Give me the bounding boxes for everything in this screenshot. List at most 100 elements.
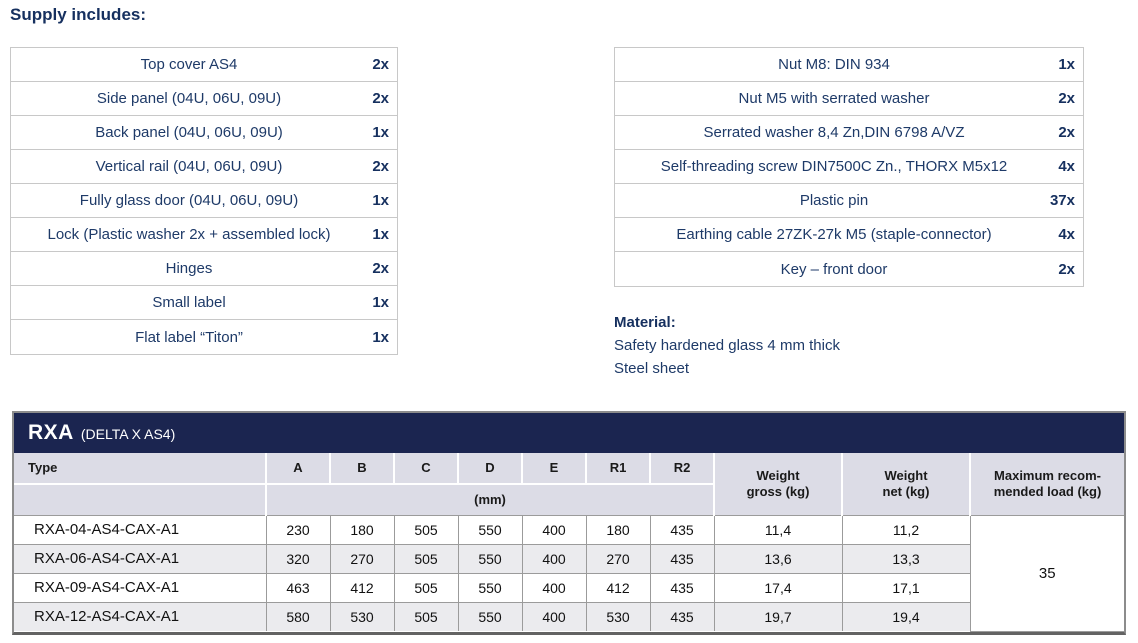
spec-cell-dim: 230 — [265, 514, 331, 545]
spec-cell-weight-net: 13,3 — [841, 543, 970, 574]
spec-header-type: Type — [14, 453, 267, 485]
supply-table-left: Top cover AS4 2x Side panel (04U, 06U, 09U… — [10, 47, 398, 355]
supply-item-qty: 1x — [372, 328, 389, 346]
spec-cell-dim: 400 — [521, 601, 587, 631]
supply-item-qty: 4x — [1058, 158, 1075, 175]
supply-row: Plastic pin 37x — [615, 184, 1083, 218]
spec-cell-dim: 270 — [329, 543, 395, 574]
supply-row: Key – front door 2x — [615, 252, 1083, 286]
supply-row: Flat label “Titon” 1x — [11, 320, 397, 354]
spec-cell-weight-net: 11,2 — [841, 514, 971, 545]
supply-item-label: Hinges — [165, 260, 213, 277]
spec-cell-type: RXA-06-AS4-CAX-A1 — [14, 543, 267, 574]
supply-row: Earthing cable 27ZK-27k M5 (staple-conne… — [615, 218, 1083, 252]
spec-cell-dim: 505 — [393, 543, 459, 574]
material-line: Safety hardened glass 4 mm thick — [614, 337, 840, 354]
spec-header-dim: B — [329, 453, 395, 485]
supply-row: Side panel (04U, 06U, 09U) 2x — [11, 82, 397, 116]
supply-item-label: Self-threading screw DIN7500C Zn., THORX… — [660, 158, 1008, 175]
spec-table-subtitle: (DELTA X AS4) — [80, 426, 176, 442]
supply-item-qty: 4x — [1058, 226, 1075, 243]
supply-row: Lock (Plastic washer 2x + assembled lock… — [11, 218, 397, 252]
spec-cell-dim: 530 — [329, 601, 395, 631]
spec-header-max-load: Maximum recom-mended load (kg) — [969, 453, 1124, 516]
material-lines: Safety hardened glass 4 mm thick Steel sh… — [614, 334, 840, 380]
supply-item-label: Side panel (04U, 06U, 09U) — [96, 90, 282, 107]
spec-row: RXA-09-AS4-CAX-A1 463 412 505 550 400 412 435 17… — [14, 572, 1124, 603]
supply-item-label: Nut M5 with serrated washer — [738, 90, 930, 107]
spec-cell-dim: 180 — [585, 514, 651, 545]
supply-row: Top cover AS4 2x — [11, 48, 397, 82]
spec-cell-weight-net: 17,1 — [841, 572, 970, 603]
supply-item-label: Back panel (04U, 06U, 09U) — [95, 124, 283, 141]
spec-cell-dim: 180 — [329, 514, 395, 545]
spec-cell-dim: 412 — [585, 572, 651, 603]
spec-cell-dim: 550 — [457, 572, 523, 603]
supply-row: Hinges 2x — [11, 252, 397, 286]
supply-item-qty: 1x — [1058, 56, 1075, 73]
supply-item-qty: 2x — [372, 260, 389, 277]
supply-row: Self-threading screw DIN7500C Zn., THORX… — [615, 150, 1083, 184]
supply-item-label: Fully glass door (04U, 06U, 09U) — [79, 192, 299, 209]
spec-header-dim: A — [265, 453, 331, 485]
supply-item-qty: 1x — [372, 192, 389, 209]
spec-header-row-2: (mm) — [14, 483, 1124, 516]
supply-item-qty: 2x — [1058, 90, 1075, 107]
spec-cell-max-load: 35 — [969, 514, 1124, 632]
supply-row: Serrated washer 8,4 Zn,DIN 6798 A/VZ 2x — [615, 116, 1083, 150]
spec-cell-dim: 400 — [521, 572, 587, 603]
supply-item-label: Earthing cable 27ZK-27k M5 (staple-conne… — [676, 226, 992, 243]
spec-cell-dim: 435 — [649, 543, 715, 574]
supply-item-label: Nut M8: DIN 934 — [778, 56, 890, 73]
spec-header-dim: D — [457, 453, 523, 485]
spec-header-dim: E — [521, 453, 587, 485]
supply-item-label: Flat label “Titon” — [135, 328, 243, 346]
supply-item-qty: 37x — [1049, 192, 1075, 209]
supply-item-qty: 2x — [1058, 260, 1075, 278]
supply-item-label: Plastic pin — [799, 192, 869, 209]
spec-cell-dim: 435 — [649, 601, 715, 631]
spec-cell-dim: 550 — [457, 543, 523, 574]
spec-cell-dim: 435 — [649, 572, 715, 603]
spec-header-weight-gross: Weight gross (kg) — [713, 453, 843, 516]
supply-row: Nut M8: DIN 934 1x — [615, 48, 1083, 82]
spec-header-empty — [14, 483, 267, 516]
supply-item-qty: 1x — [372, 294, 389, 311]
spec-table-container: RXA (DELTA X AS4) Type A B C D E R1 R2 Weight gro… — [12, 411, 1126, 635]
spec-header-row-1: Type A B C D E R1 R2 Weight gross (kg) Weight net (… — [14, 453, 1124, 516]
supply-item-qty: 2x — [372, 158, 389, 175]
spec-cell-dim: 400 — [521, 543, 587, 574]
spec-cell-weight-gross: 17,4 — [713, 572, 843, 603]
spec-cell-type: RXA-09-AS4-CAX-A1 — [14, 572, 267, 603]
spec-cell-dim: 435 — [649, 514, 715, 545]
spec-cell-dim: 550 — [457, 514, 523, 545]
spec-table-header: Type A B C D E R1 R2 Weight gross (kg) Weight net (… — [14, 453, 1124, 516]
material-heading: Material: — [614, 314, 676, 331]
supply-includes-heading: Supply includes: — [10, 5, 147, 24]
spec-cell-weight-net: 19,4 — [841, 601, 970, 631]
spec-cell-dim: 320 — [265, 543, 331, 574]
spec-header-dim: R2 — [649, 453, 715, 485]
supply-item-qty: 1x — [372, 226, 389, 243]
spec-row: RXA-04-AS4-CAX-A1 230 180 505 550 400 180 435 11… — [14, 514, 1124, 632]
spec-cell-dim: 463 — [265, 572, 331, 603]
supply-table-right: Nut M8: DIN 934 1x Nut M5 with serrated wa… — [614, 47, 1084, 287]
supply-row: Small label 1x — [11, 286, 397, 320]
spec-cell-dim: 505 — [393, 601, 459, 631]
supply-item-qty: 2x — [372, 90, 389, 107]
supply-item-label: Small label — [152, 294, 226, 311]
spec-header-dim: R1 — [585, 453, 651, 485]
spec-cell-type: RXA-04-AS4-CAX-A1 — [14, 514, 267, 545]
spec-table-title: RXA — [28, 421, 74, 444]
spec-cell-dim: 550 — [457, 601, 523, 631]
supply-item-label: Key – front door — [780, 260, 888, 278]
supply-row: Nut M5 with serrated washer 2x — [615, 82, 1083, 116]
supply-item-label: Lock (Plastic washer 2x + assembled lock… — [47, 226, 331, 243]
spec-header-dim: C — [393, 453, 459, 485]
spec-cell-dim: 400 — [521, 514, 587, 545]
spec-row: RXA-06-AS4-CAX-A1 320 270 505 550 400 270 435 13… — [14, 543, 1124, 574]
spec-cell-weight-gross: 11,4 — [713, 514, 843, 545]
supply-item-qty: 2x — [372, 56, 389, 73]
spec-header-weight-net: Weight net (kg) — [841, 453, 971, 516]
supply-item-label: Serrated washer 8,4 Zn,DIN 6798 A/VZ — [703, 124, 965, 141]
